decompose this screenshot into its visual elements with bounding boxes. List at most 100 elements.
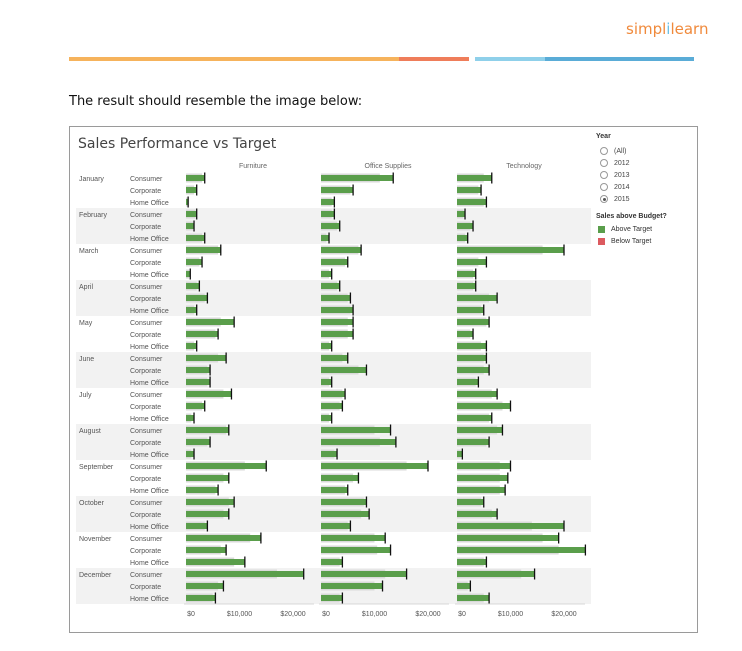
month-label: April bbox=[79, 284, 93, 291]
actual-bar bbox=[457, 463, 511, 469]
actual-bar bbox=[186, 187, 197, 193]
actual-bar bbox=[321, 499, 367, 505]
actual-bar bbox=[321, 463, 428, 469]
legend-swatch bbox=[598, 237, 605, 245]
segment-label: Consumer bbox=[130, 212, 163, 219]
stripe-orange bbox=[69, 57, 399, 61]
actual-bar bbox=[321, 571, 407, 577]
segment-label: Corporate bbox=[130, 512, 161, 519]
segment-label: Corporate bbox=[130, 404, 161, 411]
actual-bar bbox=[457, 187, 482, 193]
x-tick-label: $10,000 bbox=[227, 611, 252, 618]
actual-bar bbox=[186, 571, 304, 577]
actual-bar bbox=[186, 367, 211, 373]
actual-bar bbox=[321, 175, 394, 181]
actual-bar bbox=[186, 583, 224, 589]
actual-bar bbox=[186, 283, 200, 289]
radio-icon[interactable] bbox=[600, 147, 608, 155]
segment-label: Home Office bbox=[130, 416, 169, 423]
year-option[interactable]: 2012 bbox=[600, 157, 630, 169]
segment-label: Home Office bbox=[130, 488, 169, 495]
actual-bar bbox=[186, 487, 219, 493]
actual-bar bbox=[321, 271, 332, 277]
actual-bar bbox=[321, 595, 343, 601]
actual-bar bbox=[321, 187, 354, 193]
actual-bar bbox=[186, 511, 229, 517]
actual-bar bbox=[457, 175, 492, 181]
year-filter-title: Year bbox=[596, 133, 611, 140]
column-header: Furniture bbox=[239, 163, 267, 170]
segment-label: Home Office bbox=[130, 344, 169, 351]
actual-bar bbox=[186, 559, 245, 565]
actual-bar bbox=[186, 427, 229, 433]
radio-icon[interactable] bbox=[600, 171, 608, 179]
actual-bar bbox=[186, 355, 227, 361]
x-tick-label: $20,000 bbox=[551, 611, 576, 618]
legend-item[interactable]: Above Target bbox=[598, 223, 652, 235]
actual-bar bbox=[457, 523, 564, 529]
year-option-label: 2014 bbox=[614, 183, 630, 191]
x-tick-label: $0 bbox=[458, 611, 466, 618]
actual-bar bbox=[321, 355, 348, 361]
actual-bar bbox=[186, 199, 189, 205]
actual-bar bbox=[186, 391, 232, 397]
actual-bar bbox=[321, 535, 386, 541]
actual-bar bbox=[457, 379, 479, 385]
actual-bar bbox=[321, 451, 338, 457]
actual-bar bbox=[186, 463, 267, 469]
segment-label: Consumer bbox=[130, 428, 163, 435]
month-label: November bbox=[79, 536, 112, 543]
x-tick-label: $20,000 bbox=[280, 611, 305, 618]
actual-bar bbox=[186, 247, 221, 253]
actual-bar bbox=[457, 271, 476, 277]
actual-bar bbox=[457, 571, 535, 577]
actual-bar bbox=[186, 319, 235, 325]
actual-bar bbox=[457, 295, 498, 301]
radio-icon[interactable] bbox=[600, 159, 608, 167]
legend-item[interactable]: Below Target bbox=[598, 235, 651, 247]
segment-label: Consumer bbox=[130, 464, 163, 471]
radio-icon[interactable] bbox=[600, 183, 608, 191]
month-label: March bbox=[79, 248, 99, 255]
actual-bar bbox=[457, 475, 508, 481]
year-option[interactable]: 2014 bbox=[600, 181, 630, 193]
x-tick-label: $10,000 bbox=[498, 611, 523, 618]
actual-bar bbox=[321, 439, 396, 445]
actual-bar bbox=[457, 559, 487, 565]
actual-bar bbox=[457, 367, 490, 373]
segment-label: Consumer bbox=[130, 536, 163, 543]
month-label: September bbox=[79, 464, 114, 471]
segment-label: Corporate bbox=[130, 332, 161, 339]
actual-bar bbox=[186, 235, 205, 241]
actual-bar bbox=[321, 211, 335, 217]
year-option[interactable]: (All) bbox=[600, 145, 626, 157]
year-option[interactable]: 2013 bbox=[600, 169, 630, 181]
actual-bar bbox=[186, 331, 219, 337]
segment-label: Home Office bbox=[130, 524, 169, 531]
segment-label: Corporate bbox=[130, 224, 161, 231]
actual-bar bbox=[186, 415, 195, 421]
month-label: July bbox=[79, 392, 92, 399]
actual-bar bbox=[321, 295, 351, 301]
actual-bar bbox=[186, 547, 227, 553]
segment-label: Corporate bbox=[130, 296, 161, 303]
legend-label: Above Target bbox=[611, 225, 653, 233]
stripe-red-orange bbox=[399, 57, 469, 61]
actual-bar bbox=[457, 415, 492, 421]
actual-bar bbox=[457, 331, 474, 337]
segment-label: Home Office bbox=[130, 308, 169, 315]
year-option[interactable]: 2015 bbox=[600, 193, 630, 205]
actual-bar bbox=[321, 511, 370, 517]
month-label: October bbox=[79, 500, 105, 507]
actual-bar bbox=[457, 307, 484, 313]
brand-logo: simplilearn bbox=[626, 20, 708, 38]
segment-label: Corporate bbox=[130, 440, 161, 447]
actual-bar bbox=[321, 307, 354, 313]
segment-label: Consumer bbox=[130, 572, 163, 579]
actual-bar bbox=[186, 523, 208, 529]
stripe-light-blue bbox=[475, 57, 545, 61]
radio-icon[interactable] bbox=[600, 195, 608, 203]
actual-bar bbox=[321, 259, 348, 265]
month-label: February bbox=[79, 212, 108, 219]
